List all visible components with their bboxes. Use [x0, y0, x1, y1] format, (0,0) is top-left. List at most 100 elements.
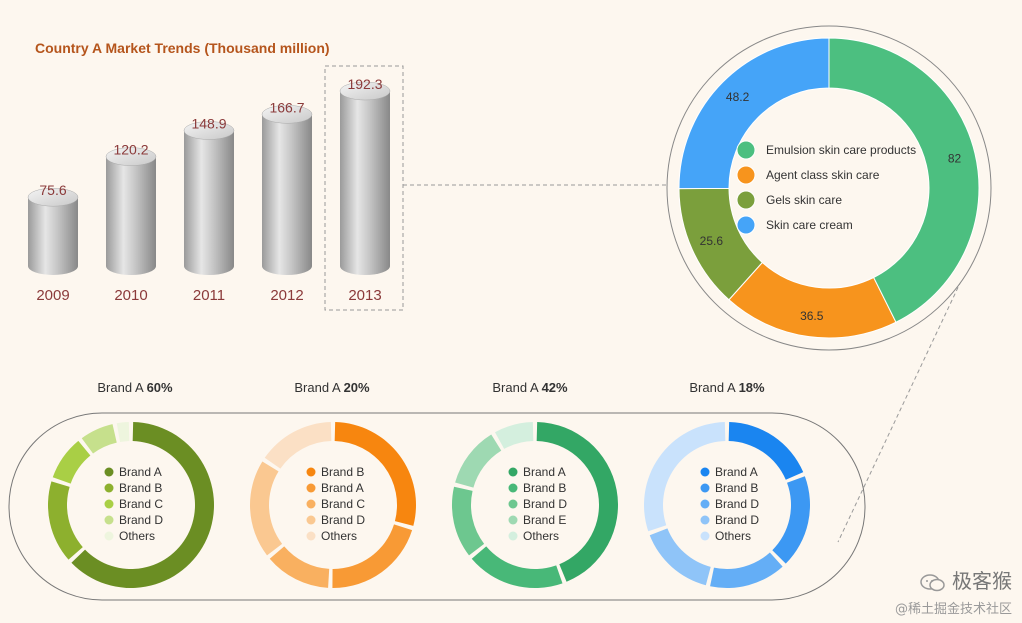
legend-label: Gels skin care — [766, 193, 842, 207]
slice-value-label: 36.5 — [800, 309, 824, 323]
legend-marker — [700, 515, 710, 525]
legend-label: Brand A — [119, 465, 162, 479]
brand-slice — [334, 422, 417, 526]
bar-top — [261, 105, 313, 124]
wechat-icon — [920, 573, 945, 591]
brand-slice — [452, 486, 485, 556]
brand-slice — [455, 434, 502, 488]
legend-label: Brand B — [321, 465, 364, 479]
bar-value-label: 148.9 — [191, 116, 226, 132]
donut-slice-1 — [828, 37, 980, 323]
category-label: 2009 — [36, 287, 69, 304]
legend-label: Others — [321, 529, 357, 543]
category-label: 2011 — [193, 287, 225, 304]
legend-label: Agent class skin care — [766, 168, 880, 182]
legend-marker — [700, 531, 710, 541]
legend-marker — [508, 515, 518, 525]
brand-slice — [332, 524, 413, 588]
brand-slice — [728, 422, 804, 480]
bar-2011: 148.9 2011 — [183, 116, 235, 304]
brand-panel — [8, 412, 866, 601]
legend-label: Brand A — [523, 465, 566, 479]
bar-2009: 75.6 2009 — [27, 182, 79, 304]
market-share-donut: 82 36.5 25.6 48.2 Emulsion skin care product… — [678, 37, 980, 339]
brand-slice — [81, 424, 117, 454]
legend-label: Brand C — [321, 497, 365, 511]
highlight-box-2013 — [324, 65, 404, 311]
bar-top — [105, 147, 157, 166]
brand-slice — [116, 422, 130, 442]
slice-value-label: 25.6 — [700, 234, 724, 248]
slice-value-label: 82 — [948, 151, 962, 165]
slice-value-label: 48.2 — [726, 90, 750, 104]
bar-2010: 120.2 2010 — [105, 142, 157, 304]
brand-title-1: Brand A 60% — [97, 380, 173, 395]
legend-label: Others — [715, 529, 751, 543]
legend-marker — [306, 515, 316, 525]
brand-donut-3: Brand A Brand B Brand D Brand E Others — [452, 422, 618, 588]
brand-slice — [772, 476, 811, 564]
brand-slice — [644, 422, 726, 532]
brand-slice — [494, 422, 534, 449]
brand-title-3: Brand A 42% — [492, 380, 568, 395]
legend-label: Others — [523, 529, 559, 543]
bar-2013: 192.3 2013 — [339, 76, 391, 304]
legend-marker — [700, 483, 710, 493]
bar-body — [262, 114, 312, 275]
legend-marker — [104, 531, 114, 541]
chart-title: Country A Market Trends (Thousand millio… — [35, 40, 330, 56]
legend-marker — [104, 515, 114, 525]
legend-label: Brand B — [523, 481, 566, 495]
brand-donut-1: Brand A Brand B Brand C Brand D Others — [47, 422, 215, 588]
legend-marker — [306, 531, 316, 541]
legend-label: Brand D — [523, 497, 567, 511]
legend-marker — [104, 467, 114, 477]
brand-slice — [250, 461, 283, 556]
brand-donut-4: Brand A Brand B Brand D Brand D Others — [644, 422, 811, 588]
legend-marker — [508, 531, 518, 541]
legend-marker — [700, 499, 710, 509]
legend-marker — [306, 499, 316, 509]
bar-value-label: 192.3 — [347, 76, 382, 92]
legend-marker — [508, 499, 518, 509]
watermark-sub: @稀土掘金技术社区 — [894, 602, 1012, 617]
brand-slice — [649, 528, 711, 586]
bar-body — [106, 156, 156, 275]
bar-body — [184, 130, 234, 275]
bar-body — [340, 91, 390, 275]
brand-slice — [269, 546, 330, 588]
legend-marker — [736, 140, 756, 160]
brand-slice — [710, 552, 783, 588]
legend-label: Skin care cream — [766, 218, 853, 232]
brand-slice — [71, 422, 215, 588]
brand-donut-2: Brand B Brand A Brand C Brand D Others — [250, 422, 417, 588]
category-label: 2013 — [348, 287, 381, 304]
legend-marker — [508, 483, 518, 493]
bar-body — [28, 197, 78, 275]
legend-marker — [736, 215, 756, 235]
legend-marker — [736, 190, 756, 210]
legend-marker — [306, 467, 316, 477]
connector-line-diagonal — [837, 261, 971, 543]
brand-slice — [264, 422, 332, 469]
legend-marker — [736, 165, 756, 185]
legend-marker — [508, 467, 518, 477]
legend-label: Brand A — [321, 481, 364, 495]
bar-top — [183, 121, 235, 140]
legend-marker — [104, 499, 114, 509]
category-label: 2012 — [270, 287, 303, 304]
bar-value-label: 166.7 — [269, 99, 304, 115]
cylinder-bars: 75.6 2009 120.2 2010 148.9 2011 166.7 2012 192.3… — [27, 76, 391, 304]
bar-value-label: 120.2 — [113, 142, 148, 158]
legend-label: Brand D — [321, 513, 365, 527]
category-label: 2010 — [114, 287, 147, 304]
legend-label: Brand E — [523, 513, 566, 527]
watermark: 极客猴 @稀土掘金技术社区 — [895, 565, 1012, 617]
legend-label: Brand B — [119, 481, 162, 495]
legend-label: Emulsion skin care products — [766, 143, 916, 157]
brand-slice — [471, 546, 563, 588]
bar-value-label: 75.6 — [39, 182, 66, 198]
legend-marker — [306, 483, 316, 493]
